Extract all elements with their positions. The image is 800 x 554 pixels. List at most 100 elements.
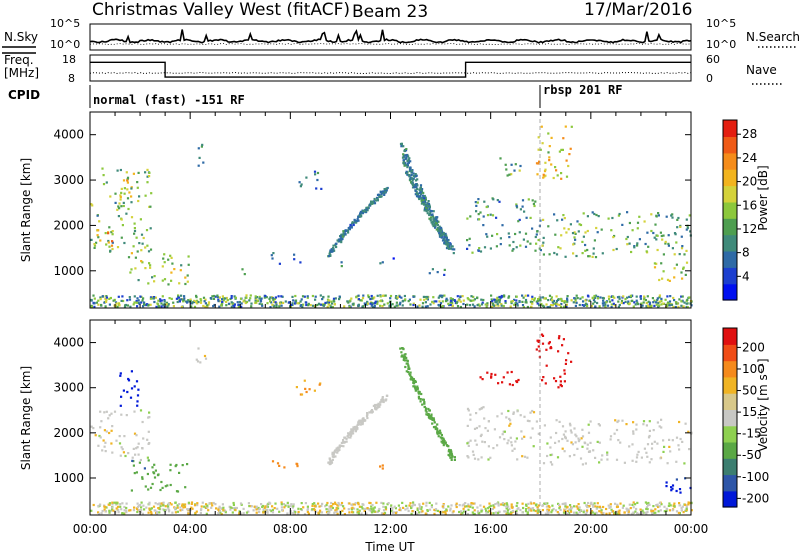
scatter-cell bbox=[379, 262, 382, 265]
scatter-cell bbox=[629, 294, 632, 297]
scatter-cell bbox=[395, 301, 398, 304]
scatter-cell bbox=[676, 226, 679, 229]
scatter-cell bbox=[568, 153, 571, 156]
scatter-cell bbox=[447, 445, 450, 448]
scatter-cell bbox=[260, 503, 263, 506]
scatter-cell bbox=[355, 219, 358, 222]
scatter-cell bbox=[90, 509, 93, 512]
scatter-cell bbox=[102, 439, 105, 442]
scatter-cell bbox=[476, 506, 479, 509]
scatter-cell bbox=[122, 179, 126, 182]
scatter-cell bbox=[493, 298, 496, 301]
scatter-cell bbox=[220, 507, 223, 510]
scatter-cell bbox=[298, 302, 301, 305]
scatter-cell bbox=[425, 501, 428, 504]
scatter-cell bbox=[558, 150, 561, 153]
scatter-cell bbox=[555, 253, 559, 256]
freq-label-line1: Freq. bbox=[4, 53, 34, 67]
scatter-cell bbox=[338, 298, 341, 301]
scatter-cell bbox=[587, 295, 590, 298]
scatter-cell bbox=[99, 426, 102, 429]
scatter-cell bbox=[551, 299, 554, 302]
scatter-cell bbox=[202, 304, 205, 308]
scatter-cell bbox=[573, 231, 576, 234]
scatter-cell bbox=[581, 463, 584, 466]
scatter-cell bbox=[404, 508, 407, 511]
scatter-cell bbox=[366, 507, 369, 510]
scatter-cell bbox=[157, 507, 160, 510]
scatter-cell bbox=[186, 274, 189, 277]
plot-title: Christmas Valley West (fitACF) bbox=[92, 0, 350, 20]
scatter-cell bbox=[565, 231, 568, 234]
scatter-cell bbox=[601, 296, 604, 300]
scatter-cell bbox=[262, 508, 265, 511]
scatter-cell bbox=[134, 453, 137, 456]
scatter-cell bbox=[628, 445, 631, 448]
colorbar-tick-label: -15 bbox=[742, 427, 762, 441]
scatter-cell bbox=[673, 502, 676, 505]
scatter-cell bbox=[444, 232, 447, 235]
scatter-cell bbox=[311, 294, 314, 298]
scatter-cell bbox=[513, 447, 516, 450]
scatter-cell bbox=[628, 302, 631, 305]
scatter-cell bbox=[412, 503, 415, 506]
colorbar-tick-label: 12 bbox=[742, 222, 757, 236]
scatter-cell bbox=[581, 296, 584, 299]
scatter-cell bbox=[366, 302, 370, 305]
scatter-cell bbox=[163, 278, 167, 281]
scatter-cell bbox=[467, 508, 470, 511]
scatter-cell bbox=[549, 453, 552, 457]
scatter-cell bbox=[126, 304, 129, 307]
scatter-cell bbox=[284, 300, 287, 303]
scatter-cell bbox=[612, 302, 615, 305]
scatter-cell bbox=[410, 506, 413, 509]
scatter-cell bbox=[147, 488, 150, 491]
scatter-cell bbox=[355, 296, 358, 299]
scatter-cell bbox=[114, 503, 117, 506]
scatter-cell bbox=[469, 505, 472, 508]
scatter-cell bbox=[543, 424, 546, 427]
scatter-cell bbox=[542, 376, 545, 379]
scatter-cell bbox=[149, 227, 152, 230]
scatter-cell bbox=[650, 508, 653, 511]
scatter-cell bbox=[560, 305, 563, 308]
scatter-cell bbox=[579, 509, 582, 512]
scatter-cell bbox=[434, 427, 437, 431]
scatter-cell bbox=[459, 300, 462, 303]
scatter-cell bbox=[362, 209, 365, 213]
scatter-cell bbox=[316, 303, 319, 307]
scatter-cell bbox=[140, 233, 144, 236]
scatter-cell bbox=[127, 379, 131, 382]
scatter-cell bbox=[508, 507, 511, 511]
scatter-cell bbox=[546, 511, 549, 514]
scatter-cell bbox=[661, 238, 664, 241]
scatter-cell bbox=[244, 301, 247, 305]
scatter-cell bbox=[280, 304, 283, 307]
scatter-cell bbox=[478, 218, 481, 221]
scatter-cell bbox=[373, 305, 376, 309]
scatter-cell bbox=[294, 511, 297, 514]
scatter-cell bbox=[645, 305, 648, 308]
scatter-cell bbox=[564, 504, 567, 507]
scatter-cell bbox=[540, 302, 543, 306]
scatter-cell bbox=[680, 509, 683, 512]
scatter-cell bbox=[451, 298, 454, 301]
colorbar-swatch bbox=[723, 185, 737, 203]
scatter-cell bbox=[148, 442, 151, 445]
colorbar-swatch bbox=[723, 393, 737, 410]
scatter-cell bbox=[428, 272, 431, 275]
scatter-cell bbox=[576, 297, 579, 300]
scatter-cell bbox=[333, 501, 337, 504]
scatter-cell bbox=[164, 508, 168, 511]
scatter-cell bbox=[486, 302, 489, 305]
scatter-cell bbox=[113, 410, 117, 413]
scatter-cell bbox=[224, 511, 227, 514]
scatter-cell bbox=[471, 450, 475, 453]
scatter-cell bbox=[570, 431, 573, 434]
scatter-cell bbox=[462, 510, 466, 513]
scatter-cell bbox=[196, 360, 200, 363]
scatter-cell bbox=[161, 265, 164, 268]
scatter-cell bbox=[482, 505, 486, 508]
scatter-cell bbox=[153, 300, 156, 304]
